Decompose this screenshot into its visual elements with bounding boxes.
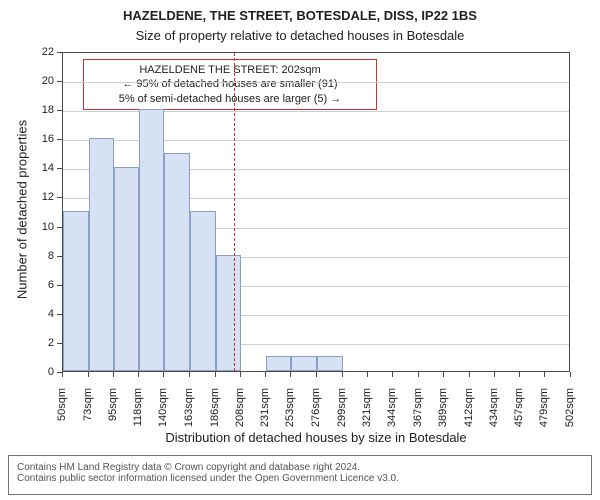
histogram-bar (291, 356, 317, 371)
y-tick-label: 6 (32, 279, 54, 291)
x-tick-label: 73sqm (82, 388, 94, 438)
x-tick-label: 434sqm (488, 388, 500, 438)
x-tick-mark (138, 372, 139, 377)
footer-line1: Contains HM Land Registry data © Crown c… (17, 462, 583, 473)
chart-subtitle: Size of property relative to detached ho… (0, 28, 600, 43)
y-tick-mark (57, 343, 62, 344)
x-tick-label: 231sqm (259, 388, 271, 438)
y-tick-mark (57, 139, 62, 140)
x-tick-mark (290, 372, 291, 377)
y-tick-label: 8 (32, 250, 54, 262)
x-tick-label: 276sqm (310, 388, 322, 438)
y-tick-mark (57, 81, 62, 82)
y-tick-mark (57, 285, 62, 286)
x-tick-label: 321sqm (361, 388, 373, 438)
x-tick-mark (163, 372, 164, 377)
x-tick-mark (62, 372, 63, 377)
y-tick-mark (57, 110, 62, 111)
x-tick-mark (469, 372, 470, 377)
x-tick-mark (113, 372, 114, 377)
x-tick-label: 253sqm (284, 388, 296, 438)
histogram-bar (139, 109, 164, 371)
histogram-bar (317, 356, 343, 371)
x-tick-mark (316, 372, 317, 377)
histogram-bar (114, 167, 140, 371)
footer-line2: Contains public sector information licen… (17, 473, 583, 484)
y-tick-label: 2 (32, 337, 54, 349)
chart-container: HAZELDENE, THE STREET, BOTESDALE, DISS, … (0, 0, 600, 500)
histogram-bar (89, 138, 114, 371)
x-tick-mark (240, 372, 241, 377)
y-tick-mark (57, 227, 62, 228)
y-tick-label: 20 (32, 75, 54, 87)
x-tick-label: 186sqm (209, 388, 221, 438)
chart-title-address: HAZELDENE, THE STREET, BOTESDALE, DISS, … (0, 8, 600, 23)
y-tick-mark (57, 314, 62, 315)
histogram-bar (216, 255, 241, 371)
x-tick-mark (519, 372, 520, 377)
y-tick-label: 16 (32, 133, 54, 145)
x-tick-mark (392, 372, 393, 377)
x-tick-label: 479sqm (538, 388, 550, 438)
x-tick-label: 502sqm (564, 388, 576, 438)
annotation-line3: 5% of semi-detached houses are larger (5… (90, 92, 370, 106)
grid-line (63, 82, 569, 83)
y-tick-label: 14 (32, 162, 54, 174)
x-tick-label: 95sqm (107, 388, 119, 438)
y-tick-mark (57, 256, 62, 257)
x-tick-mark (189, 372, 190, 377)
x-tick-label: 208sqm (234, 388, 246, 438)
histogram-bar (190, 211, 216, 371)
y-tick-mark (57, 168, 62, 169)
y-tick-label: 18 (32, 104, 54, 116)
x-tick-label: 389sqm (437, 388, 449, 438)
x-tick-mark (494, 372, 495, 377)
x-tick-mark (570, 372, 571, 377)
x-tick-label: 457sqm (513, 388, 525, 438)
x-tick-mark (88, 372, 89, 377)
reference-marker-line (234, 53, 235, 371)
x-tick-mark (418, 372, 419, 377)
x-tick-label: 299sqm (336, 388, 348, 438)
x-tick-label: 367sqm (412, 388, 424, 438)
x-tick-mark (367, 372, 368, 377)
y-tick-label: 0 (32, 366, 54, 378)
x-tick-label: 118sqm (132, 388, 144, 438)
y-tick-label: 10 (32, 221, 54, 233)
x-tick-label: 50sqm (56, 388, 68, 438)
histogram-bar (266, 356, 291, 371)
x-tick-mark (342, 372, 343, 377)
x-tick-mark (265, 372, 266, 377)
y-tick-label: 22 (32, 46, 54, 58)
histogram-bar (164, 153, 190, 371)
x-tick-mark (544, 372, 545, 377)
annotation-line1: HAZELDENE THE STREET: 202sqm (90, 63, 370, 77)
x-tick-label: 412sqm (463, 388, 475, 438)
annotation-line2: ← 95% of detached houses are smaller (91… (90, 77, 370, 91)
footer-attribution: Contains HM Land Registry data © Crown c… (8, 455, 592, 495)
y-tick-mark (57, 197, 62, 198)
x-tick-mark (215, 372, 216, 377)
histogram-bar (63, 211, 89, 371)
x-tick-label: 344sqm (386, 388, 398, 438)
y-tick-label: 12 (32, 191, 54, 203)
y-axis-label: Number of detached properties (15, 50, 30, 370)
x-tick-label: 140sqm (157, 388, 169, 438)
annotation-box: HAZELDENE THE STREET: 202sqm ← 95% of de… (83, 59, 377, 110)
plot-area: HAZELDENE THE STREET: 202sqm ← 95% of de… (62, 52, 570, 372)
y-tick-mark (57, 52, 62, 53)
x-tick-mark (443, 372, 444, 377)
y-tick-label: 4 (32, 308, 54, 320)
x-tick-label: 163sqm (183, 388, 195, 438)
